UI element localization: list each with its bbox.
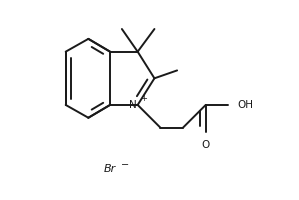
Text: +: +: [140, 94, 147, 103]
Text: Br: Br: [104, 164, 116, 174]
Text: OH: OH: [237, 100, 253, 110]
Text: −: −: [121, 160, 129, 170]
Text: N: N: [129, 100, 137, 110]
Text: O: O: [202, 140, 210, 150]
